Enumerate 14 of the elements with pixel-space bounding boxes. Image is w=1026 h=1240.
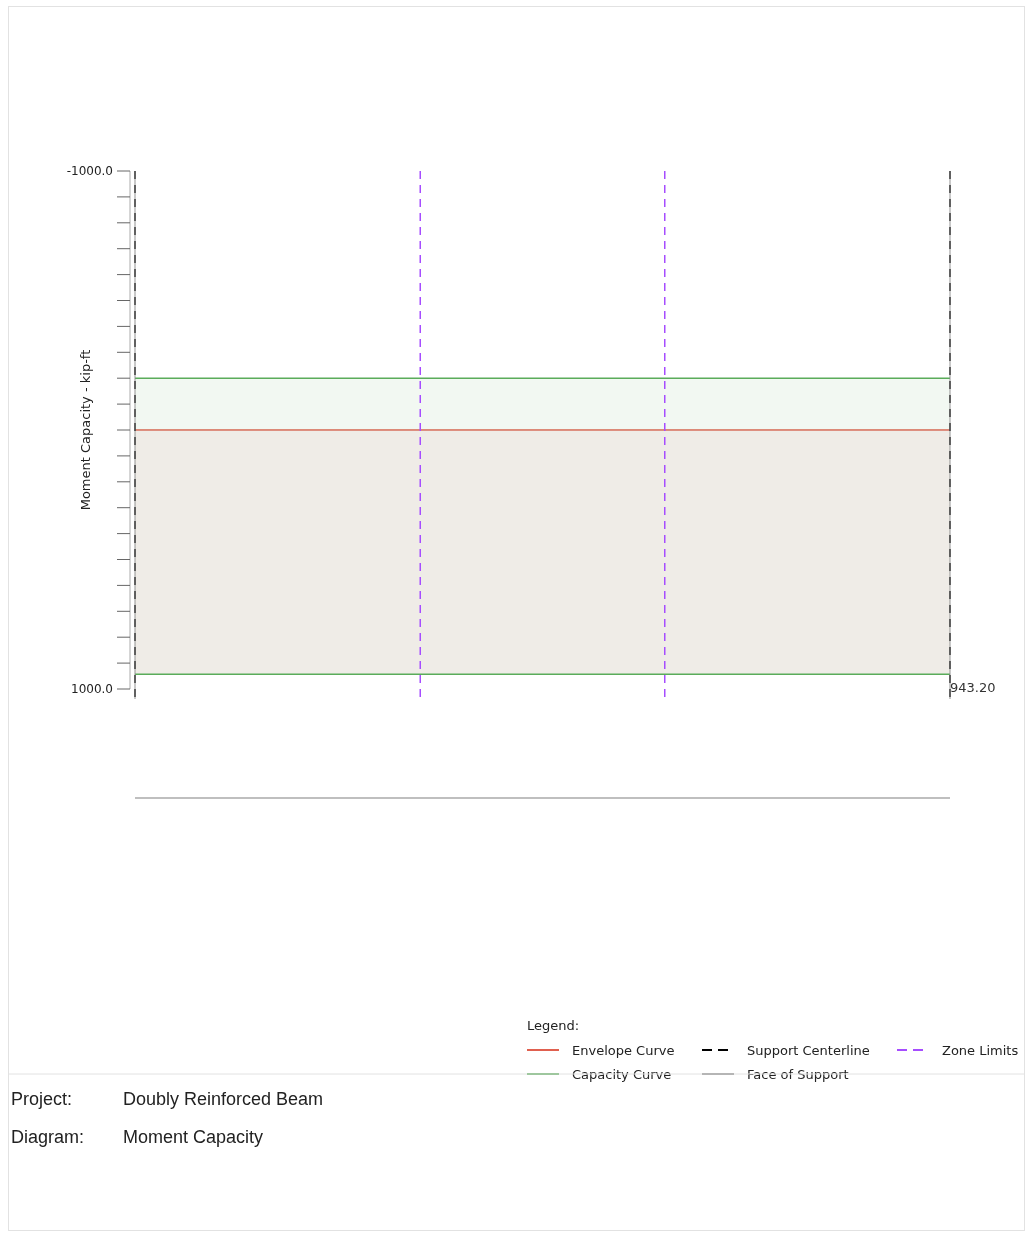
text: Face of Support xyxy=(747,1066,849,1082)
text: Zone Limits xyxy=(942,1042,1019,1058)
legend-title: Legend: xyxy=(527,1018,580,1033)
y-tick-label: 1000.0 xyxy=(71,682,113,697)
text: Moment Capacity xyxy=(123,1127,264,1147)
text: Doubly Reinforced Beam xyxy=(123,1089,324,1109)
text: Diagram: xyxy=(11,1127,85,1147)
data-label: 943.20 xyxy=(950,680,996,696)
text: Support Centerline xyxy=(747,1042,870,1058)
y-axis-title: Moment Capacity - kip-ft xyxy=(78,349,93,511)
legend-label: Capacity Curve xyxy=(572,1066,672,1082)
y-tick-label: -1000.0 xyxy=(66,164,113,179)
legend-label: Envelope Curve xyxy=(572,1042,675,1058)
text: Project: xyxy=(11,1089,73,1109)
